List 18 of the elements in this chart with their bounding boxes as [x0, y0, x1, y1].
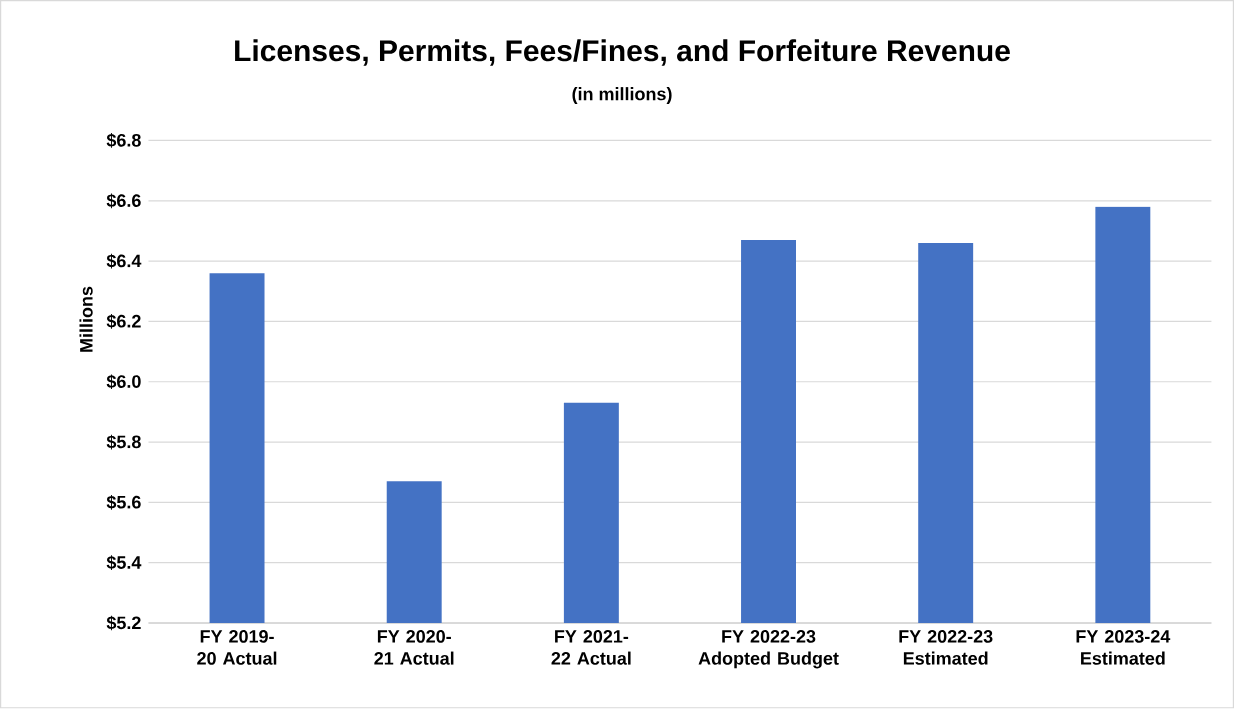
y-tick-label: $5.8 — [106, 434, 141, 450]
y-tick-label: $6.8 — [106, 133, 141, 149]
y-tick-label: $5.4 — [106, 555, 142, 571]
y-tick-label: $5.2 — [106, 615, 141, 631]
y-tick-label: $6.6 — [106, 193, 141, 209]
chart-subtitle: (in millions) — [572, 87, 672, 105]
y-tick-label: $5.6 — [106, 495, 141, 510]
x-tick-label: FY 2021-22 Actual — [551, 630, 631, 666]
y-tick-label: $6.4 — [106, 253, 142, 269]
x-tick-label: FY 2019-20 Actual — [197, 630, 277, 666]
y-tick-label: $6.0 — [106, 374, 141, 390]
y-tick-label: $6.2 — [106, 314, 141, 330]
x-tick-label: FY 2022-23 Estimated — [899, 630, 993, 666]
x-tick-label: FY 2022-23 Adopted Budget — [698, 630, 839, 669]
y-axis-title: Millions — [79, 287, 93, 353]
x-tick-label: FY 2020-21 Actual — [374, 630, 454, 666]
x-tick-label: FY 2023-24 Estimated — [1076, 630, 1171, 666]
chart-title: Licenses, Permits, Fees/Fines, and Forfeiture Revenue — [235, 39, 1010, 66]
